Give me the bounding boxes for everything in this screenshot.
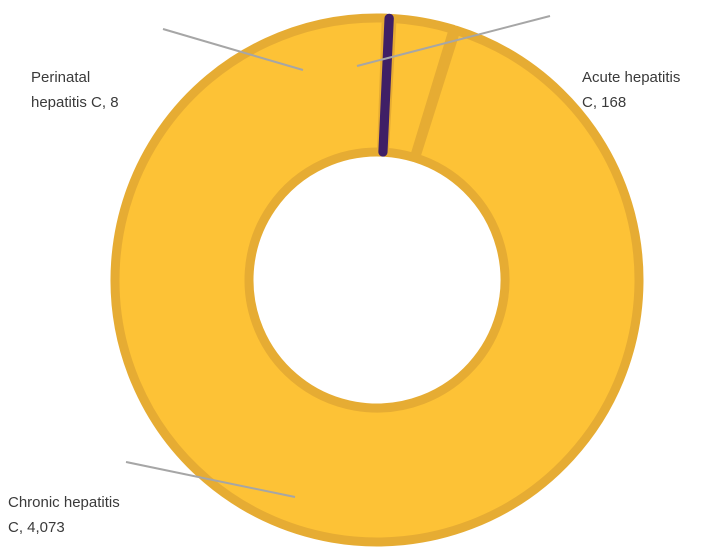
leader-line-acute-hepatitis-c: [356, 15, 551, 67]
leader-line-perinatal-hepatitis-c: [162, 28, 304, 71]
data-label-line: Chronic hepatitis: [8, 494, 120, 511]
data-label-line: C, 4,073: [8, 519, 65, 536]
data-label-line: Acute hepatitis: [582, 69, 680, 86]
donut-slices: [110, 13, 644, 547]
data-label-chronic-hepatitis-c: Chronic hepatitis C, 4,073: [8, 494, 120, 536]
data-label-line: C, 168: [582, 94, 626, 111]
leader-lines: [125, 15, 551, 498]
data-labels: Acute hepatitis C, 168 Chronic hepatitis C,…: [8, 69, 680, 536]
data-label-line: Perinatal: [31, 69, 90, 86]
slice-chronic-hepatitis-c: [110, 13, 644, 547]
data-label-line: hepatitis C, 8: [31, 94, 119, 111]
data-label-perinatal-hepatitis-c: Perinatal hepatitis C, 8: [31, 69, 119, 111]
data-label-acute-hepatitis-c: Acute hepatitis C, 168: [582, 69, 680, 111]
slice-perinatal-hepatitis-c: [378, 13, 394, 157]
leader-line-chronic-hepatitis-c: [125, 461, 296, 498]
